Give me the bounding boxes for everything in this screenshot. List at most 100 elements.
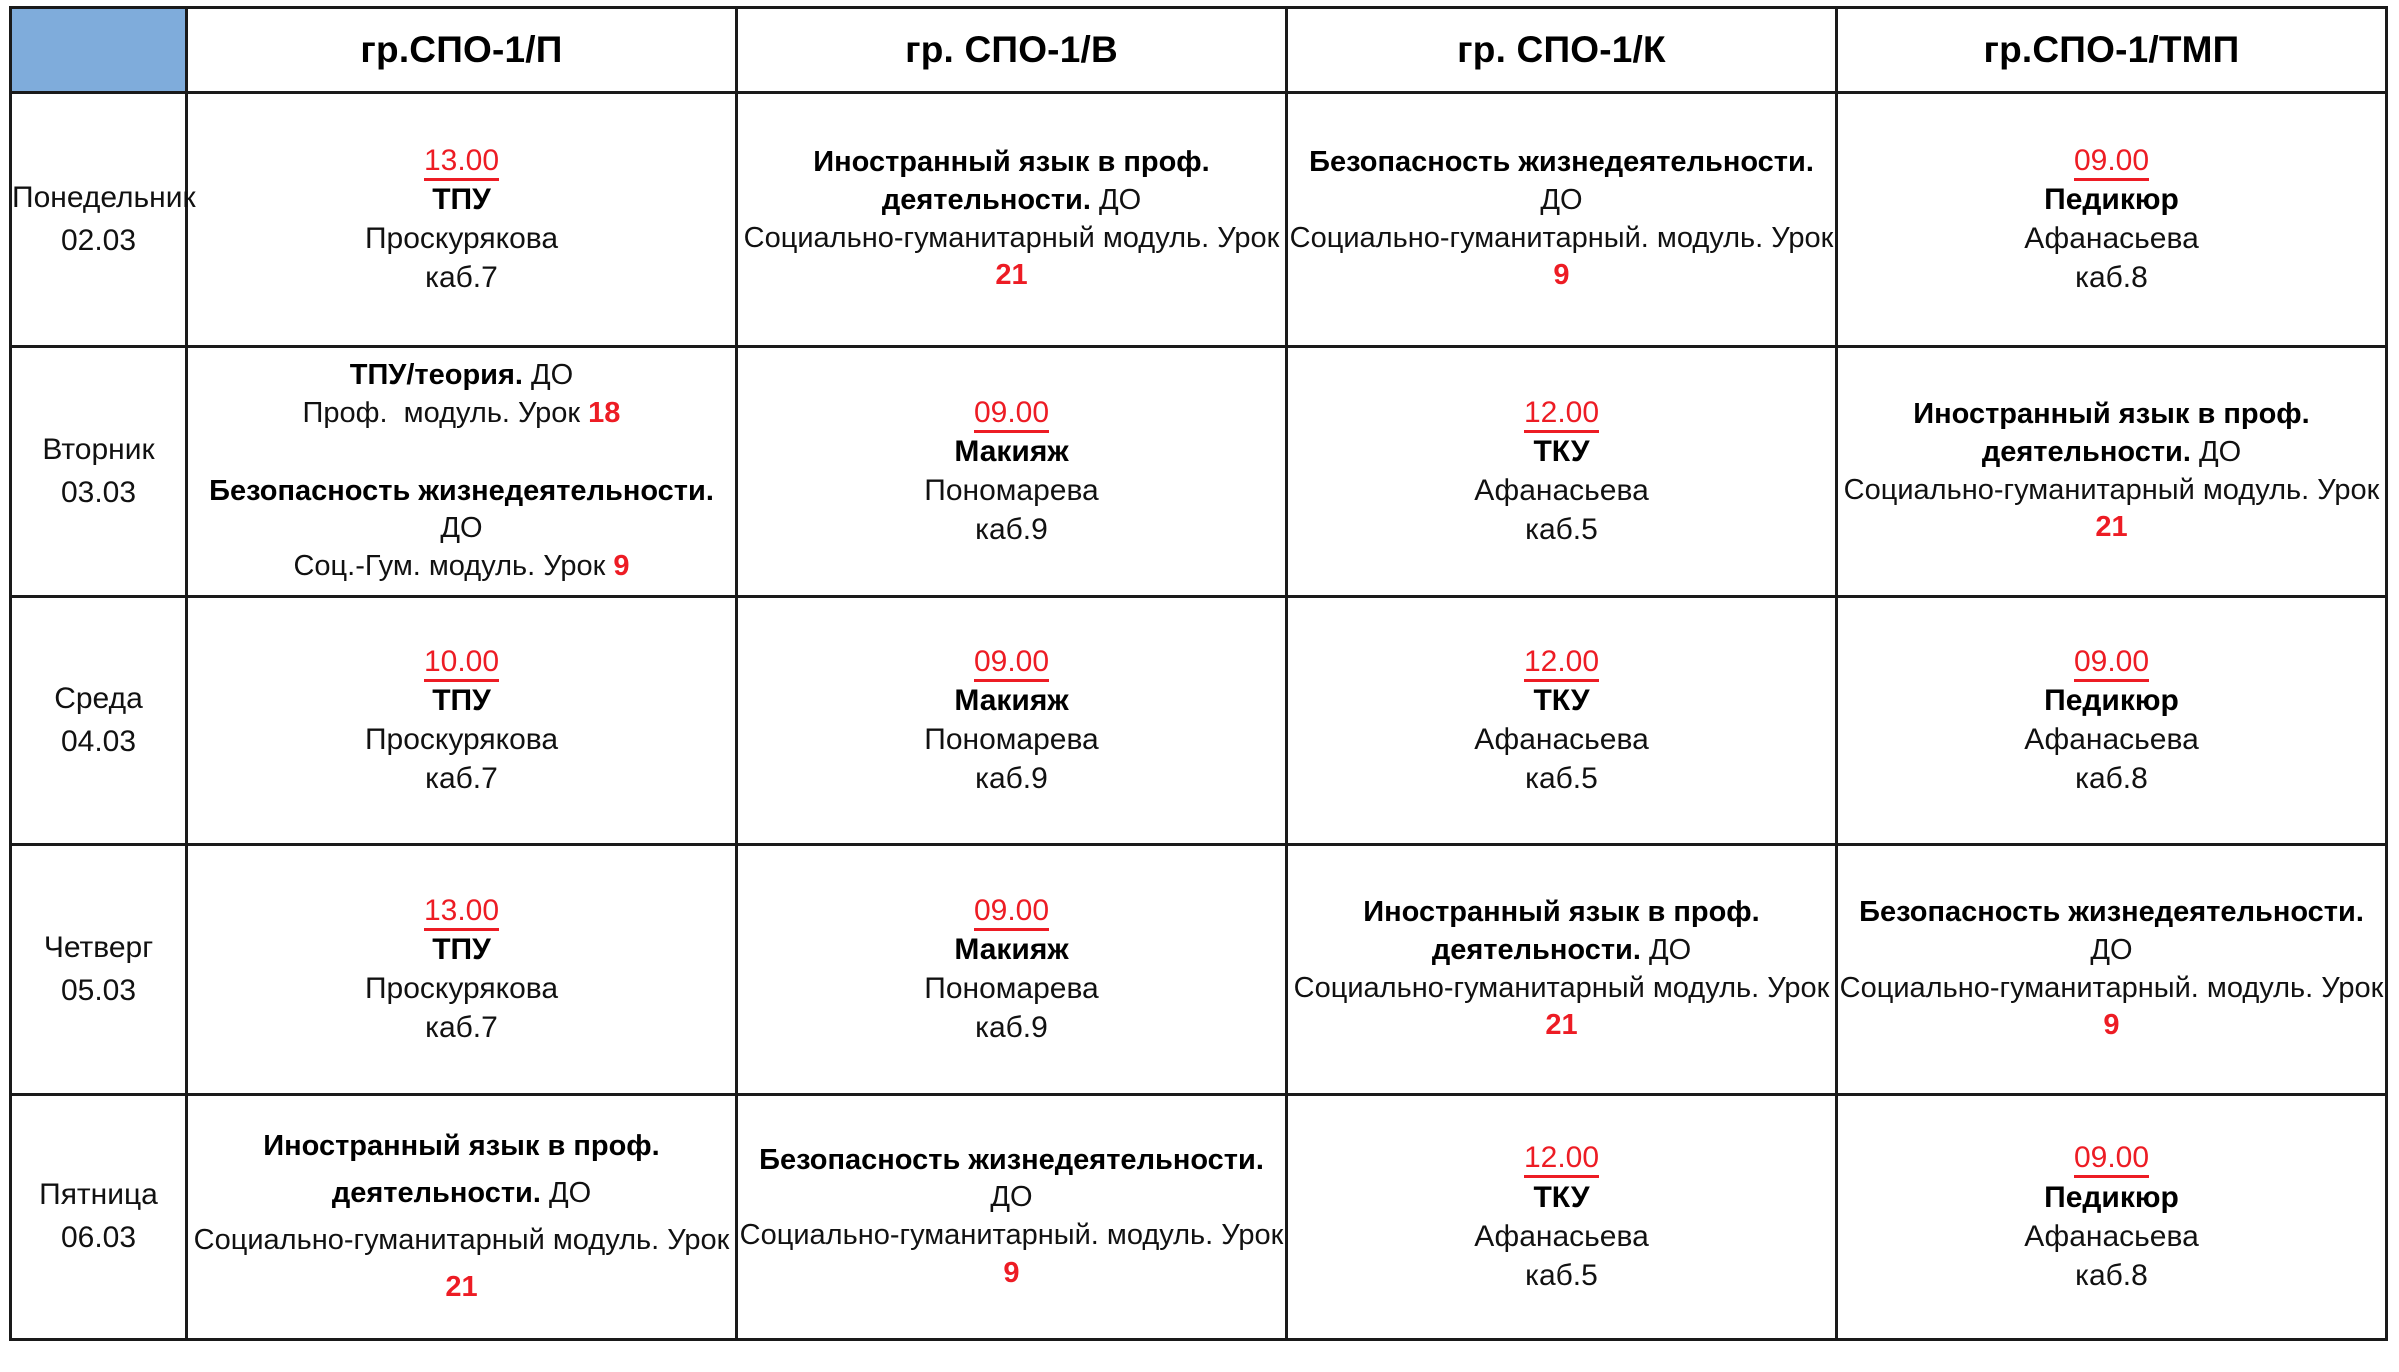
lesson-time: 09.00 bbox=[738, 394, 1285, 433]
schedule-cell: Иностранный язык в проф. деятельности. Д… bbox=[1285, 843, 1838, 1096]
lesson-teacher: Афанасьева bbox=[1474, 474, 1649, 508]
lesson-module: Социально-гуманитарный модуль. Урок bbox=[1843, 473, 2388, 506]
lesson-time: 09.00 bbox=[738, 892, 1285, 931]
lesson-subject: Иностранный язык в проф. деятельности. bbox=[263, 1130, 660, 1210]
lesson-teacher: Пономарева bbox=[924, 972, 1099, 1006]
lesson-subject: ТКУ bbox=[1533, 435, 1590, 469]
group-header-1: гр.СПО-1/П bbox=[185, 6, 738, 94]
schedule-cell: 12.00 ТКУ Афанасьева каб.5 bbox=[1285, 1093, 1838, 1341]
lesson-module: Соц.-Гум. модуль. Урок bbox=[293, 550, 614, 583]
lesson-subject: Безопасность жизнедеятельности. bbox=[1309, 146, 1814, 179]
lesson-title-line: Безопасность жизнедеятельности. ДО bbox=[738, 1142, 1285, 1217]
lesson-title-line: Иностранный язык в проф. деятельности. Д… bbox=[1288, 894, 1835, 969]
lesson-room: каб.9 bbox=[975, 762, 1048, 796]
lesson-title-line: ТПУ/теория. ДО bbox=[188, 357, 735, 395]
lesson-entry: 09.00 Макияж Пономарева каб.9 bbox=[738, 643, 1285, 799]
lesson-room: каб.7 bbox=[425, 762, 498, 796]
lesson-subject: Безопасность жизнедеятельности. bbox=[209, 474, 714, 507]
schedule-cell: 09.00 Педикюр Афанасьева каб.8 bbox=[1835, 595, 2388, 846]
lesson-time: 10.00 bbox=[188, 643, 735, 682]
lesson-number: 21 bbox=[995, 259, 1028, 292]
schedule-cell: Иностранный язык в проф. деятельности. Д… bbox=[735, 91, 1288, 348]
lesson-room: каб.8 bbox=[2075, 261, 2148, 295]
lesson-subject: Макияж bbox=[954, 435, 1069, 469]
lesson-subject: Педикюр bbox=[2044, 684, 2179, 718]
lesson-mode: ДО bbox=[531, 359, 574, 392]
table-row: Четверг 05.03 13.00 ТПУ Проскурякова каб.7 09.… bbox=[9, 843, 2388, 1096]
lesson-number: 18 bbox=[588, 396, 621, 429]
day-cell: Четверг 05.03 bbox=[9, 843, 188, 1096]
lesson-subject: Иностранный язык в проф. деятельности. bbox=[1913, 398, 2310, 468]
lesson-title-line: Иностранный язык в проф. деятельности. Д… bbox=[738, 144, 1285, 219]
table-row: Понедельник 02.03 13.00 ТПУ Проскурякова каб.… bbox=[9, 91, 2388, 348]
lesson-teacher: Афанасьева bbox=[1474, 1219, 1649, 1253]
lesson-time: 12.00 bbox=[1288, 1139, 1835, 1179]
lesson-entry: 12.00 ТКУ Афанасьева каб.5 bbox=[1288, 643, 1835, 799]
day-date: 03.03 bbox=[60, 475, 137, 509]
lesson-module-line: Социально-гуманитарный. модуль. Урок 9 bbox=[1288, 220, 1835, 295]
lesson-module-line: Социально-гуманитарный модуль. Урок 21 bbox=[188, 1217, 735, 1311]
lesson-mode: ДО bbox=[2090, 933, 2133, 966]
schedule-cell: 09.00 Макияж Пономарева каб.9 bbox=[735, 345, 1288, 598]
lesson-entry: Безопасность жизнедеятельности. ДО Социал… bbox=[738, 1142, 1285, 1293]
lesson-title-line: Иностранный язык в проф. деятельности. Д… bbox=[1838, 396, 2385, 471]
lesson-time: 09.00 bbox=[738, 643, 1285, 682]
table-body: Понедельник 02.03 13.00 ТПУ Проскурякова каб.… bbox=[9, 91, 2388, 1341]
schedule-cell: Безопасность жизнедеятельности. ДО Социал… bbox=[1285, 91, 1838, 348]
group-header-3: гр. СПО-1/К bbox=[1285, 6, 1838, 94]
lesson-subject: ТПУ bbox=[432, 183, 491, 217]
lesson-title-line: Безопасность жизнедеятельности. ДО bbox=[188, 473, 735, 548]
lesson-time: 12.00 bbox=[1288, 394, 1835, 433]
lesson-teacher: Проскурякова bbox=[364, 723, 559, 757]
day-cell: Пятница 06.03 bbox=[9, 1093, 188, 1341]
lesson-room: каб.5 bbox=[1525, 1258, 1598, 1292]
lesson-entry: Безопасность жизнедеятельности. ДО Социал… bbox=[1838, 894, 2385, 1045]
lesson-mode: ДО bbox=[990, 1181, 1033, 1214]
lesson-time-value: 12.00 bbox=[1523, 644, 1600, 682]
lesson-module: Социально-гуманитарный. модуль. Урок bbox=[1839, 971, 2392, 1004]
lesson-title-line: Безопасность жизнедеятельности. ДО bbox=[1288, 144, 1835, 219]
lesson-module: Социально-гуманитарный модуль. Урок bbox=[743, 221, 1288, 254]
lesson-module-line: Соц.-Гум. модуль. Урок 9 bbox=[188, 548, 735, 586]
lesson-time: 12.00 bbox=[1288, 643, 1835, 682]
lesson-teacher: Пономарева bbox=[924, 474, 1099, 508]
lesson-mode: ДО bbox=[2198, 435, 2242, 468]
lesson-room: каб.9 bbox=[975, 513, 1048, 547]
day-name: Среда bbox=[54, 681, 143, 715]
lesson-time-value: 12.00 bbox=[1523, 1141, 1600, 1179]
lesson-module-line: Социально-гуманитарный. модуль. Урок 9 bbox=[1838, 970, 2385, 1045]
lesson-number: 9 bbox=[1553, 259, 1570, 292]
lesson-time-value: 13.00 bbox=[423, 143, 500, 181]
lesson-module: Проф. модуль. Урок bbox=[302, 396, 589, 429]
lesson-time-value: 09.00 bbox=[2073, 1141, 2150, 1179]
day-name: Вторник bbox=[42, 432, 155, 466]
lesson-entry: 09.00 Педикюр Афанасьева каб.8 bbox=[1838, 142, 2385, 298]
lesson-entry: Иностранный язык в проф. деятельности. Д… bbox=[188, 1123, 735, 1311]
day-cell: Понедельник 02.03 bbox=[9, 91, 196, 348]
lesson-number: 21 bbox=[445, 1270, 478, 1303]
lesson-entry: 10.00 ТПУ Проскурякова каб.7 bbox=[188, 643, 735, 799]
lesson-time: 09.00 bbox=[1838, 142, 2385, 181]
corner-cell bbox=[9, 6, 188, 94]
table-row: Среда 04.03 10.00 ТПУ Проскурякова каб.7 09.00… bbox=[9, 595, 2388, 846]
lesson-room: каб.8 bbox=[2075, 762, 2148, 796]
lesson-entry: 13.00 ТПУ Проскурякова каб.7 bbox=[188, 892, 735, 1048]
lesson-module: Социально-гуманитарный модуль. Урок bbox=[193, 1224, 738, 1256]
lesson-entry: 12.00 ТКУ Афанасьева каб.5 bbox=[1288, 1139, 1835, 1295]
lesson-entry: Безопасность жизнедеятельности. ДО Соц.-Г… bbox=[188, 473, 735, 586]
schedule-cell: ТПУ/теория. ДО Проф. модуль. Урок 18 Безоп… bbox=[185, 345, 738, 598]
day-date: 02.03 bbox=[60, 223, 137, 257]
schedule-cell: Безопасность жизнедеятельности. ДО Социал… bbox=[1835, 843, 2388, 1096]
lesson-teacher: Пономарева bbox=[924, 723, 1099, 757]
lesson-number: 21 bbox=[1545, 1009, 1578, 1042]
lesson-entry: Безопасность жизнедеятельности. ДО Социал… bbox=[1288, 144, 1835, 295]
lesson-room: каб.5 bbox=[1525, 762, 1598, 796]
lesson-subject: ТПУ bbox=[432, 933, 491, 967]
lesson-entry: 13.00 ТПУ Проскурякова каб.7 bbox=[188, 142, 735, 298]
lesson-time-value: 09.00 bbox=[2073, 644, 2150, 682]
lesson-subject: Макияж bbox=[954, 684, 1069, 718]
lesson-mode: ДО bbox=[1098, 183, 1142, 216]
lesson-mode: ДО bbox=[548, 1177, 592, 1210]
schedule-cell: 09.00 Педикюр Афанасьева каб.8 bbox=[1835, 1093, 2388, 1341]
lesson-subject: Макияж bbox=[954, 933, 1069, 967]
